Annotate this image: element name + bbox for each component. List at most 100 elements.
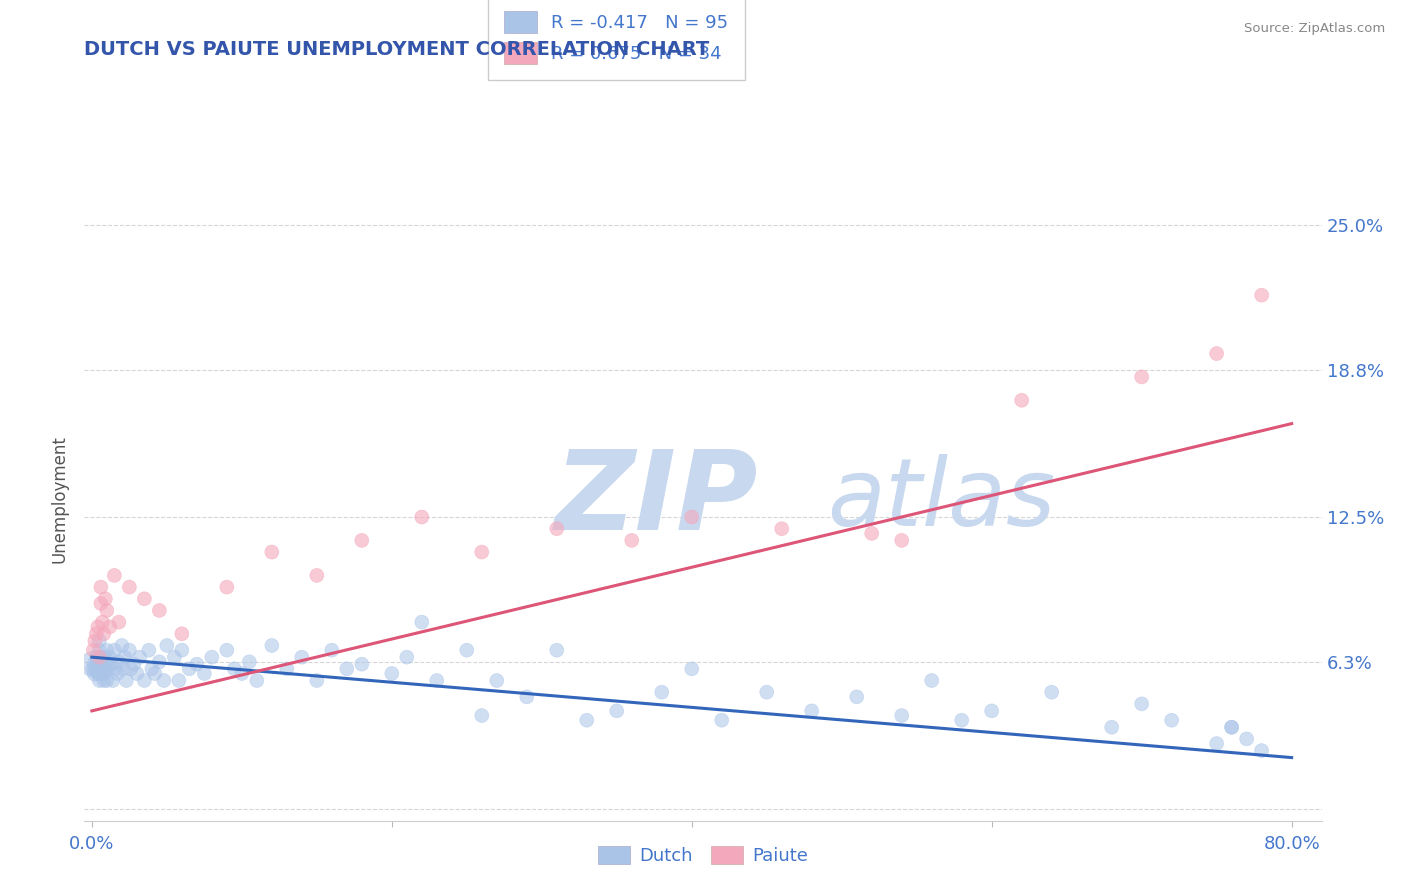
Point	[411, 510, 433, 524]
Point	[215, 643, 238, 657]
Point	[456, 643, 478, 657]
Point	[104, 662, 127, 676]
Text: atlas: atlas	[827, 454, 1054, 545]
Point	[118, 643, 141, 657]
Point	[291, 650, 314, 665]
Point	[93, 650, 115, 665]
Point	[91, 615, 114, 629]
Point	[1130, 697, 1153, 711]
Point	[115, 673, 138, 688]
Point	[93, 666, 115, 681]
Point	[350, 657, 373, 672]
Point	[201, 650, 224, 665]
Point	[381, 666, 404, 681]
Point	[89, 673, 111, 688]
Point	[90, 580, 112, 594]
Point	[141, 662, 163, 676]
Point	[83, 657, 105, 672]
Point	[148, 655, 170, 669]
Point	[96, 603, 118, 617]
Point	[980, 704, 1002, 718]
Point	[156, 639, 179, 653]
Point	[471, 708, 494, 723]
Point	[546, 522, 568, 536]
Point	[305, 673, 328, 688]
Point	[128, 650, 150, 665]
Point	[1040, 685, 1063, 699]
Point	[1101, 720, 1123, 734]
Point	[395, 650, 418, 665]
Point	[350, 533, 373, 548]
Point	[770, 522, 793, 536]
Point	[238, 655, 260, 669]
Point	[103, 568, 125, 582]
Point	[89, 643, 111, 657]
Point	[82, 657, 104, 672]
Point	[260, 545, 283, 559]
Point	[1160, 713, 1182, 727]
Point	[471, 545, 494, 559]
Point	[681, 662, 703, 676]
Point	[193, 666, 215, 681]
Point	[890, 708, 912, 723]
Point	[112, 662, 135, 676]
Point	[950, 713, 973, 727]
Point	[122, 657, 145, 672]
Point	[411, 615, 433, 629]
Point	[800, 704, 823, 718]
Point	[153, 673, 176, 688]
Point	[114, 650, 136, 665]
Point	[215, 580, 238, 594]
Point	[100, 657, 122, 672]
Point	[167, 673, 190, 688]
Point	[89, 633, 111, 648]
Point	[1220, 720, 1243, 734]
Point	[170, 643, 193, 657]
Point	[91, 657, 114, 672]
Point	[103, 643, 125, 657]
Point	[98, 620, 121, 634]
Point	[860, 526, 883, 541]
Point	[86, 627, 108, 641]
Point	[143, 666, 166, 681]
Y-axis label: Unemployment: Unemployment	[51, 435, 69, 564]
Point	[921, 673, 943, 688]
Point	[305, 568, 328, 582]
Point	[108, 615, 131, 629]
Point	[170, 627, 193, 641]
Point	[90, 666, 112, 681]
Point	[83, 633, 105, 648]
Point	[90, 597, 112, 611]
Point	[321, 643, 343, 657]
Point	[93, 673, 115, 688]
Point	[546, 643, 568, 657]
Point	[1011, 393, 1033, 408]
Point	[94, 662, 117, 676]
Point	[1220, 720, 1243, 734]
Point	[681, 510, 703, 524]
Point	[606, 704, 628, 718]
Point	[620, 533, 643, 548]
Point	[1250, 743, 1272, 757]
Point	[111, 639, 134, 653]
Point	[845, 690, 868, 704]
Point	[148, 603, 170, 617]
Point	[87, 666, 110, 681]
Point	[231, 666, 253, 681]
Point	[134, 673, 156, 688]
Point	[755, 685, 778, 699]
Point	[1250, 288, 1272, 302]
Point	[336, 662, 359, 676]
Point	[710, 713, 733, 727]
Point	[224, 662, 246, 676]
Point	[426, 673, 449, 688]
Legend: Dutch, Paiute: Dutch, Paiute	[589, 837, 817, 874]
Point	[105, 666, 128, 681]
Point	[89, 650, 111, 665]
Point	[163, 650, 186, 665]
Point	[83, 666, 105, 681]
Text: Source: ZipAtlas.com: Source: ZipAtlas.com	[1244, 22, 1385, 36]
Point	[138, 643, 160, 657]
Point	[1236, 731, 1258, 746]
Text: ZIP: ZIP	[554, 446, 758, 553]
